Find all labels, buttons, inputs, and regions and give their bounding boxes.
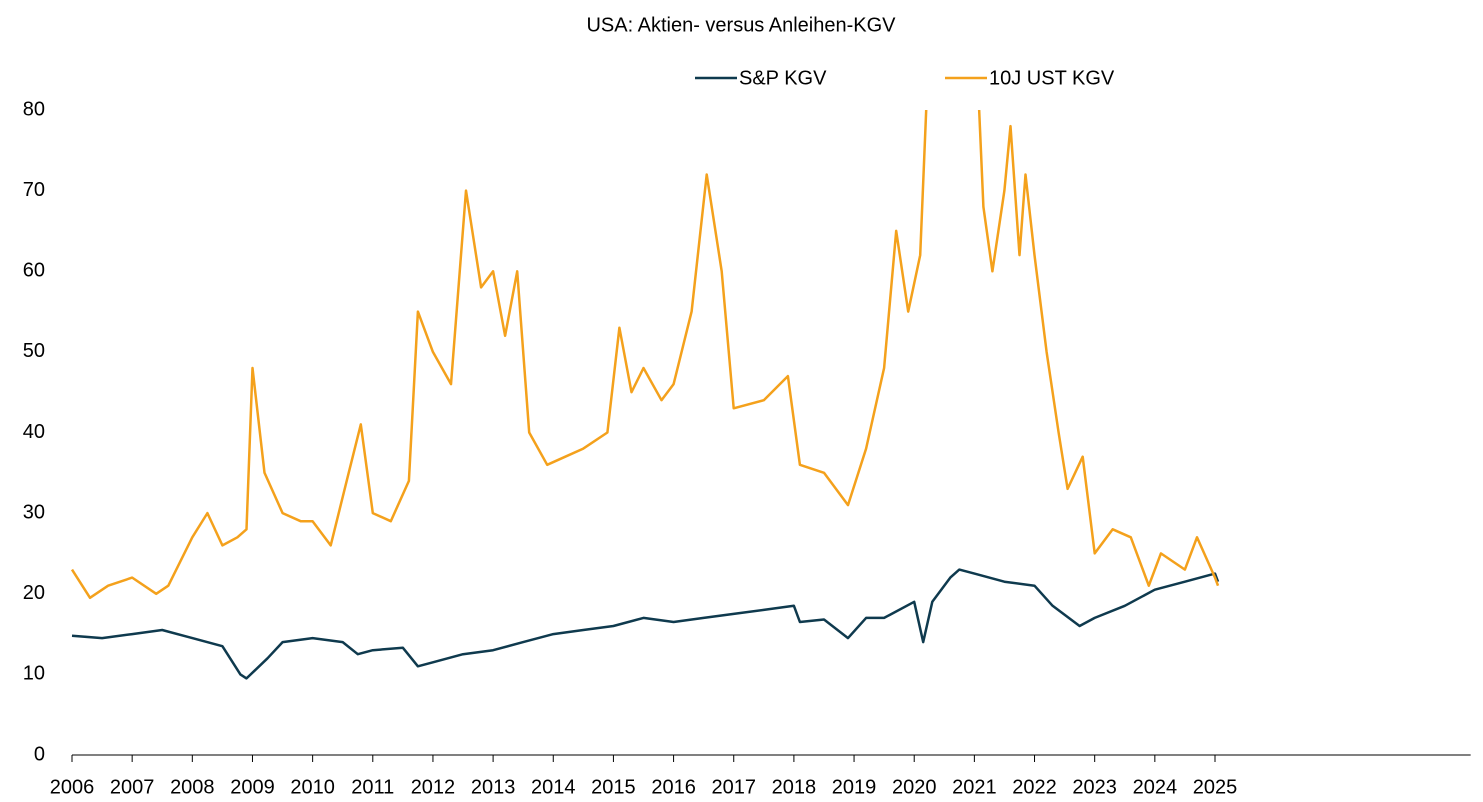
x-tick-label: 2020 [892,776,937,798]
x-tick-label: 2012 [411,776,456,798]
x-tick-label: 2022 [1012,776,1057,798]
x-tick-label: 2008 [170,776,215,798]
x-tick-label: 2013 [471,776,516,798]
x-tick-label: 2010 [290,776,335,798]
x-tick-label: 2025 [1193,776,1238,798]
x-tick-label: 2009 [230,776,275,798]
x-tick-label: 2023 [1072,776,1117,798]
y-tick-label: 0 [34,743,45,765]
y-tick-label: 80 [23,98,45,120]
chart-title: USA: Aktien- versus Anleihen-KGV [586,14,896,36]
y-tick-label: 30 [23,501,45,523]
line-series [71,568,1220,680]
line-series [70,110,1220,600]
legend-label: S&P KGV [739,67,827,89]
x-tick-label: 2019 [832,776,877,798]
x-tick-label: 2016 [651,776,696,798]
x-tick-label: 2007 [110,776,155,798]
y-tick-label: 10 [23,663,45,685]
y-tick-label: 70 [23,179,45,201]
x-tick-label: 2014 [531,776,576,798]
x-tick-label: 2021 [952,776,997,798]
y-tick-label: 40 [23,421,45,443]
y-tick-label: 60 [23,260,45,282]
y-tick-label: 20 [23,582,45,604]
legend-label: 10J UST KGV [989,67,1115,89]
x-tick-label: 2011 [351,776,394,798]
x-tick-label: 2015 [591,776,636,798]
x-tick-label: 2024 [1133,776,1178,798]
x-tick-label: 2018 [772,776,817,798]
x-tick-label: 2017 [711,776,756,798]
x-tick-label: 2006 [50,776,95,798]
y-tick-label: 50 [23,340,45,362]
